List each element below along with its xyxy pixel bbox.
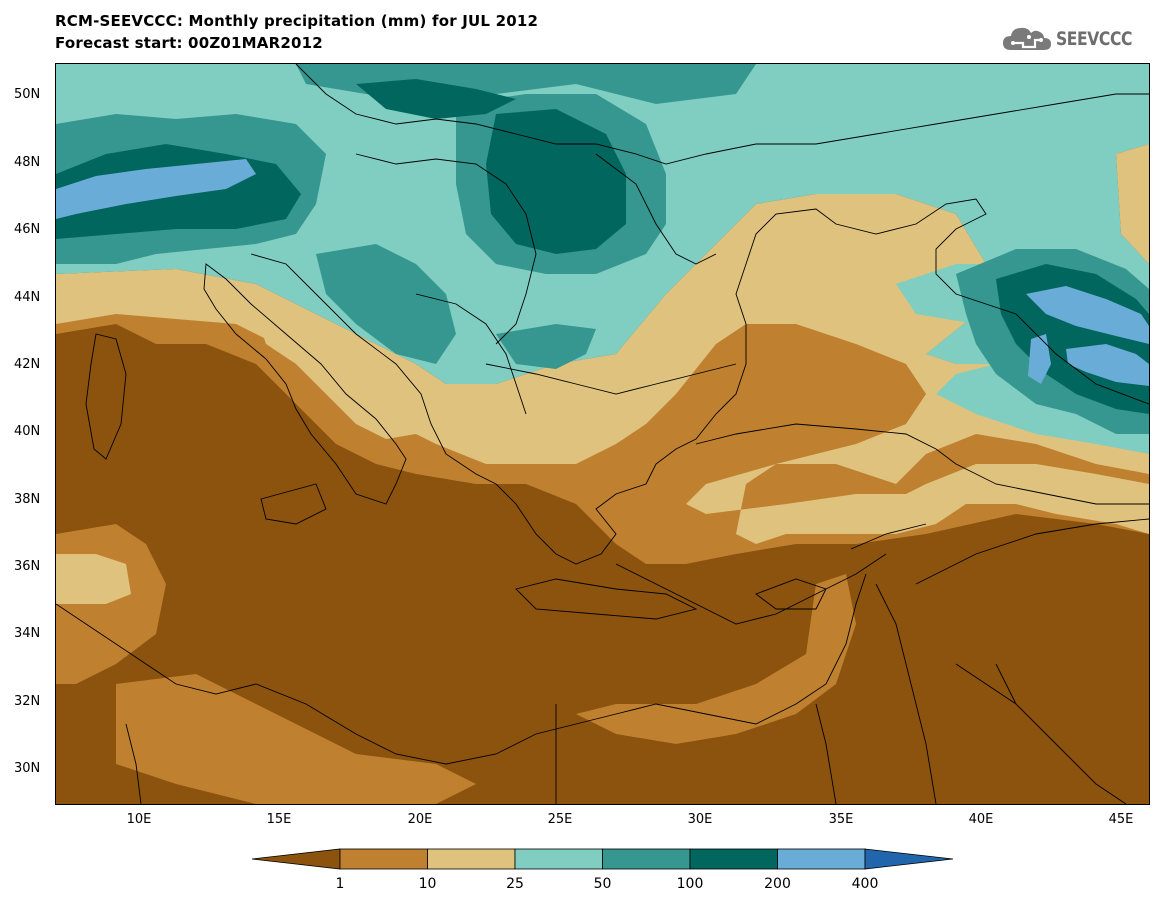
cloud-logo-icon	[1003, 27, 1052, 50]
lat-label-50n: 50N	[14, 87, 41, 102]
zone-400-alps	[56, 159, 256, 219]
zone-25-50-east	[1116, 144, 1149, 264]
lat-label-38n: 38N	[14, 492, 41, 507]
lat-label-34n: 34N	[14, 626, 41, 641]
lon-label-45e: 45E	[1108, 812, 1134, 827]
precipitation-map	[55, 63, 1150, 805]
lon-label-30e: 30E	[687, 812, 713, 827]
colorbar-segment-100-200	[689, 848, 778, 870]
colorbar-segment-below-1	[251, 848, 341, 870]
zone-10-25-south	[576, 574, 856, 744]
logo-text: SEEVCCC	[1056, 28, 1133, 50]
colorbar-label-25: 25	[506, 876, 524, 892]
colorbar-segment-25-50	[514, 848, 603, 870]
lon-label-20e: 20E	[407, 812, 433, 827]
zone-25-50-italy	[256, 314, 416, 439]
lat-label-46n: 46N	[14, 222, 41, 237]
zone-25-50-sicily	[56, 554, 131, 604]
lat-label-40n: 40N	[14, 424, 41, 439]
lat-label-36n: 36N	[14, 559, 41, 574]
map-title: RCM-SEEVCCC: Monthly precipitation (mm) …	[55, 12, 539, 30]
map-svg	[56, 64, 1149, 804]
colorbar-label-10: 10	[419, 876, 437, 892]
colorbar-svg: 1 10 25 50 100 200 400	[251, 848, 954, 892]
zone-10-25-libya	[116, 674, 476, 804]
lat-label-42n: 42N	[14, 357, 41, 372]
colorbar-segment-200-400	[777, 848, 866, 870]
lat-label-48n: 48N	[14, 155, 41, 170]
forecast-start: Forecast start: 00Z01MAR2012	[55, 34, 323, 52]
zone-400-caucasus-3	[1028, 334, 1051, 384]
lon-label-25e: 25E	[547, 812, 573, 827]
colorbar-label-200: 200	[764, 876, 791, 892]
lat-label-44n: 44N	[14, 290, 41, 305]
zone-100-200-serbia	[496, 324, 596, 369]
colorbar-segment-10-25	[427, 848, 516, 870]
colorbar-label-400: 400	[852, 876, 879, 892]
coastlines	[56, 64, 1149, 804]
zone-400-caucasus-2	[1066, 344, 1149, 386]
zone-200-400-north	[356, 79, 516, 119]
lat-label-32n: 32N	[14, 694, 41, 709]
colorbar-segment-1-10	[339, 848, 428, 870]
zone-200-400-carpathian	[486, 109, 626, 254]
colorbar-label-100: 100	[677, 876, 704, 892]
zone-400-caucasus-1	[1026, 286, 1149, 344]
colorbar-label-50: 50	[594, 876, 612, 892]
lon-label-15e: 15E	[266, 812, 292, 827]
colorbar-segment-above-400	[864, 848, 954, 870]
seevccc-logo: SEEVCCC	[1001, 22, 1149, 56]
lon-label-10e: 10E	[126, 812, 152, 827]
precipitation-colorbar: 1 10 25 50 100 200 400	[250, 846, 955, 906]
colorbar-label-1: 1	[336, 876, 345, 892]
colorbar-segment-50-100	[602, 848, 691, 870]
zone-25-50	[56, 194, 1149, 544]
lat-label-30n: 30N	[14, 761, 41, 776]
zone-100-200-balkan	[316, 244, 456, 364]
lon-label-40e: 40E	[968, 812, 994, 827]
lon-label-35e: 35E	[828, 812, 854, 827]
